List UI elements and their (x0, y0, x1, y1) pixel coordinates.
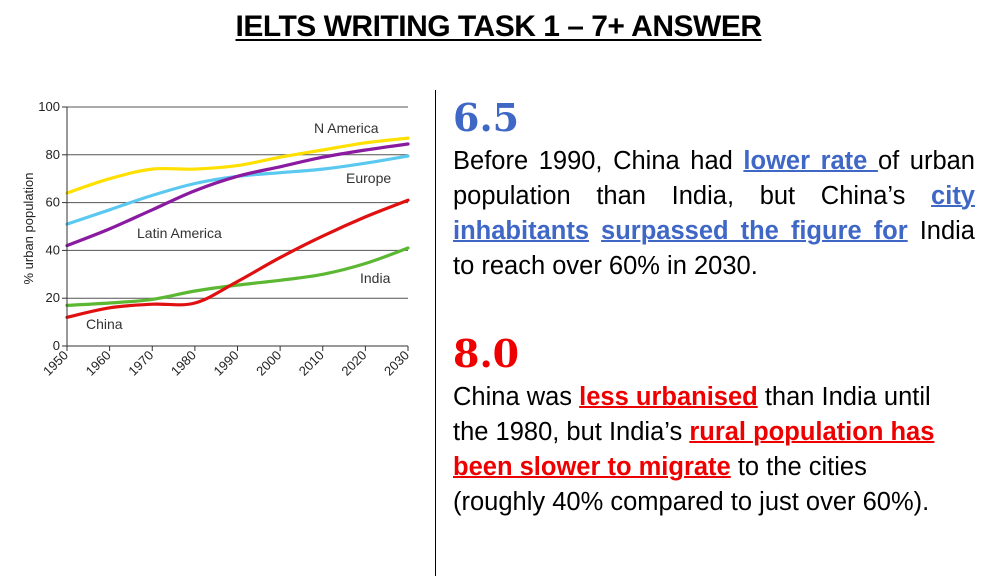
y-tick-label: 80 (46, 147, 60, 162)
chart-grid (67, 106, 408, 299)
highlight-phrase: rural population has been slower to migr… (453, 418, 935, 481)
x-tick-label: 1980 (168, 348, 199, 379)
answer-section-1: 6.5 Before 1990, China had lower rate of… (453, 98, 975, 284)
y-tick-label: 0 (53, 338, 60, 353)
page-title-text: IELTS WRITING TASK 1 – 7+ ANSWER (235, 10, 763, 43)
column-divider (435, 90, 436, 576)
y-tick-label: 60 (46, 195, 60, 210)
x-tick-label: 1960 (83, 348, 114, 379)
highlight-phrase: lower rate (743, 147, 878, 175)
x-tick-label: 1990 (211, 348, 242, 379)
series-line-n-america (65, 136, 410, 195)
y-tick-label: 20 (46, 290, 60, 305)
paragraph-text: to the cities (roughly 40% compared to j… (453, 453, 930, 516)
highlight-phrase: city inhabitants (453, 182, 975, 245)
y-axis-title: % urban population (21, 172, 36, 284)
paragraph-text: than India until the 1980, but India’s (453, 383, 931, 446)
y-tick-label: 40 (46, 242, 60, 257)
x-tick-label: 2010 (296, 348, 327, 379)
band-score-8-0: 8.0 (453, 331, 520, 376)
paragraph-text (589, 217, 601, 245)
band-score-6-5: 6.5 (453, 95, 520, 140)
x-tick-label: 2000 (253, 348, 284, 379)
answer-section-2: 8.0 China was less urbanised than India … (453, 334, 953, 520)
x-tick-label: 2030 (381, 348, 412, 379)
series-line-india (65, 246, 410, 307)
series-label-india: India (360, 270, 391, 286)
series-label-n-america: N America (314, 120, 379, 136)
series-line-china (65, 198, 410, 319)
urban-population-chart: 0 20 40 60 80 100 1950 1960 1970 1980 1990 2000 2010… (21, 99, 412, 379)
x-tick-label: 2020 (338, 348, 369, 379)
paragraph-text: India to reach over 60% in 2030. (453, 217, 975, 280)
chart-labels: N America Europe Latin America India China (86, 120, 391, 332)
paragraph-text: China was (453, 383, 580, 411)
highlight-phrase: less urbanised (579, 383, 758, 411)
paragraph-text: Before 1990, China had (453, 147, 744, 175)
x-tick-label: 1950 (40, 348, 71, 379)
series-label-latin-america: Latin America (137, 225, 222, 241)
x-tick-label: 1970 (125, 348, 156, 379)
series-line-latin-america (65, 142, 410, 248)
page-title: IELTS WRITING TASK 1 – 7+ ANSWER (0, 10, 997, 44)
answer-paragraph-2: China was less urbanised than India unti… (453, 380, 953, 520)
highlight-phrase: surpassed the figure for (601, 217, 908, 245)
y-tick-label: 100 (38, 99, 60, 114)
paragraph-text: of urban population than India, but Chin… (453, 147, 975, 210)
chart-series (65, 136, 410, 319)
answer-paragraph-1: Before 1990, China had lower rate of urb… (453, 144, 975, 284)
series-label-europe: Europe (346, 170, 391, 186)
series-label-china: China (86, 316, 123, 332)
